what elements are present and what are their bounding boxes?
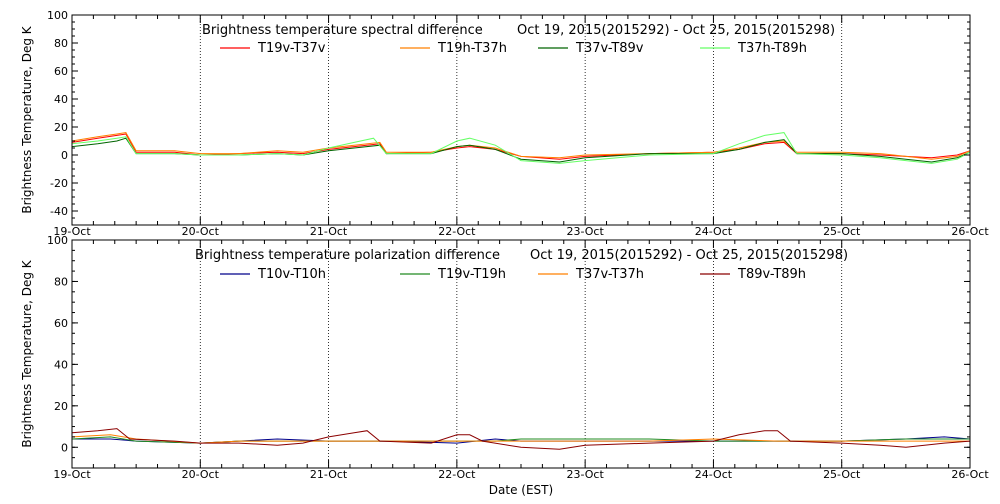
x-tick-label: 25-Oct — [823, 468, 861, 481]
x-tick-label: 26-Oct — [951, 468, 989, 481]
y-tick-label: 0 — [61, 441, 68, 454]
y-tick-label: 80 — [54, 275, 68, 288]
x-tick-label: 25-Oct — [823, 225, 861, 238]
x-tick-label: 26-Oct — [951, 225, 989, 238]
x-tick-label: 22-Oct — [438, 468, 476, 481]
x-axis-title: Date (EST) — [489, 483, 553, 497]
y-tick-label: 60 — [54, 317, 68, 330]
legend-label: T19v-T37v — [257, 41, 326, 56]
legend-label: T19h-T37h — [437, 41, 507, 56]
x-tick-label: 23-Oct — [566, 225, 604, 238]
x-tick-label: 20-Oct — [182, 225, 220, 238]
y-tick-label: 60 — [54, 65, 68, 78]
legend-label: T37v-T89v — [575, 41, 644, 56]
chart-panel-1: -40 -20 0 20 40 60 80 100 19-Oct 20-Oct 21-Oct 22-O… — [20, 9, 989, 238]
y-tick-label: 20 — [54, 121, 68, 134]
series-line-T10v-T10h — [72, 436, 971, 444]
y-axis-title: Brightness Temperature, Deg K — [20, 25, 34, 213]
x-tick-label: 22-Oct — [438, 225, 476, 238]
y-axis-title: Brightness Temperature, Deg K — [20, 259, 34, 447]
series-line-T89v-T89h — [71, 428, 971, 450]
x-tick-label: 24-Oct — [695, 468, 733, 481]
y-tick-label: 40 — [54, 358, 68, 371]
plot-frame — [71, 239, 971, 469]
chart-title: Brightness temperature spectral differen… — [202, 23, 483, 38]
x-tick-label: 21-Oct — [310, 225, 348, 238]
y-tick-label: 20 — [54, 400, 68, 413]
x-tick-label: 24-Oct — [695, 225, 733, 238]
legend-label: T19v-T19h — [437, 267, 506, 282]
chart-title: Brightness temperature polarization diff… — [195, 248, 500, 263]
x-tick-label: 19-Oct — [53, 468, 91, 481]
series-line-T19v-T19h — [71, 436, 970, 444]
series-line-T37h-T89h — [71, 132, 971, 164]
plot-frame — [71, 14, 971, 226]
y-tick-label: -20 — [50, 177, 68, 190]
chart-legend: T19v-T37v T19h-T37h T37v-T89v T37h-T89h — [220, 41, 807, 56]
chart-date-range: Oct 19, 2015(2015292) - Oct 25, 2015(201… — [517, 23, 835, 38]
legend-label: T89v-T89h — [737, 267, 806, 282]
y-tick-label: 100 — [47, 9, 68, 22]
y-tick-label: 100 — [47, 234, 68, 247]
chart-legend: T10v-T10h T19v-T19h T37v-T37h T89v-T89h — [220, 267, 806, 282]
y-tick-label: 40 — [54, 93, 68, 106]
x-tick-label: 21-Oct — [310, 468, 348, 481]
y-tick-label: -40 — [50, 205, 68, 218]
y-tick-label: 0 — [61, 149, 68, 162]
x-tick-label: 20-Oct — [182, 468, 220, 481]
chart-date-range: Oct 19, 2015(2015292) - Oct 25, 2015(201… — [530, 248, 848, 263]
x-tick-label: 19-Oct — [53, 225, 91, 238]
legend-label: T37v-T37h — [575, 267, 644, 282]
legend-label: T37h-T89h — [737, 41, 807, 56]
x-tick-label: 23-Oct — [566, 468, 604, 481]
y-tick-label: 80 — [54, 37, 68, 50]
series-line-T37v-T89v — [71, 137, 971, 163]
chart-panel-2: 0 20 40 60 80 100 19-Oct 20-Oct 21-Oct 22-Oct 23-O… — [20, 234, 989, 481]
legend-label: T10v-T10h — [257, 267, 326, 282]
